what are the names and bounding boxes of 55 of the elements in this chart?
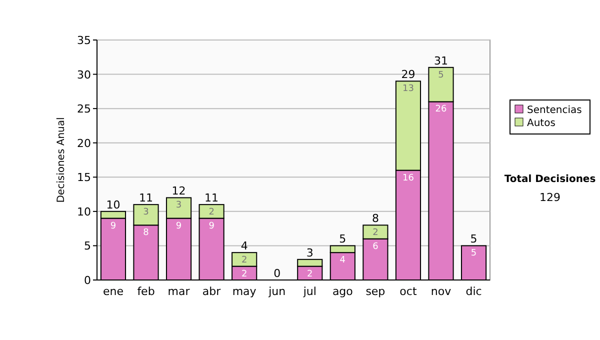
total-label: 5 xyxy=(470,232,478,246)
x-tick-label: dic xyxy=(466,285,482,298)
data-label: 2 xyxy=(241,269,248,280)
total-label: 31 xyxy=(434,54,448,68)
y-axis-title: Decisiones Anual xyxy=(56,117,67,203)
data-label: 8 xyxy=(143,228,150,238)
x-tick-label: abr xyxy=(202,285,222,298)
x-tick-label: oct xyxy=(400,285,418,298)
text: 129 xyxy=(540,191,560,204)
y-tick-label: 35 xyxy=(77,34,91,47)
data-label: 5 xyxy=(438,70,444,80)
data-label: 3 xyxy=(143,208,149,218)
data-label: 3 xyxy=(176,200,182,211)
total-label: 0 xyxy=(274,267,281,280)
total-label: 12 xyxy=(172,184,186,198)
data-label: 9 xyxy=(208,221,215,232)
total-label: 11 xyxy=(204,192,219,205)
data-label: 9 xyxy=(176,221,182,232)
y-tick-label: 20 xyxy=(77,136,91,150)
data-label: 13 xyxy=(402,84,414,94)
data-label: 2 xyxy=(372,228,378,238)
x-tick-label: ene xyxy=(102,285,124,298)
y-tick-label: 30 xyxy=(77,68,91,82)
data-label: 26 xyxy=(435,104,447,115)
x-tick-label: nov xyxy=(430,285,452,298)
text: Total Decisiones xyxy=(504,174,596,185)
legend-label: Autos xyxy=(527,118,556,129)
y-tick-label: 10 xyxy=(77,205,91,218)
y-tick-label: 0 xyxy=(84,274,91,287)
x-tick-label: ago xyxy=(332,285,354,298)
y-tick-label: 15 xyxy=(77,171,91,184)
data-label: 2 xyxy=(208,208,214,218)
data-label: 16 xyxy=(402,173,414,184)
legend-label: Sentencias xyxy=(527,105,582,116)
x-tick-label: may xyxy=(232,285,257,298)
data-label: 2 xyxy=(241,256,248,266)
x-tick-label: jul xyxy=(302,285,316,298)
data-label: 6 xyxy=(372,242,379,252)
data-label: 5 xyxy=(470,248,477,259)
total-label: 8 xyxy=(372,212,379,226)
total-label: 10 xyxy=(106,198,120,212)
x-tick-label: jun xyxy=(268,285,286,298)
x-tick-label: sep xyxy=(366,285,386,298)
data-label: 2 xyxy=(307,269,313,280)
data-label: 4 xyxy=(340,256,346,266)
total-label: 3 xyxy=(306,246,314,260)
x-tick-label: feb xyxy=(137,285,155,298)
total-label: 29 xyxy=(401,68,416,82)
y-tick-label: 25 xyxy=(77,102,91,116)
total-label: 11 xyxy=(139,192,153,205)
y-tick-label: 5 xyxy=(84,240,91,253)
total-label: 4 xyxy=(240,240,248,253)
total-label: 5 xyxy=(339,232,346,246)
data-label: 9 xyxy=(110,221,116,232)
x-tick-label: mar xyxy=(168,285,190,298)
